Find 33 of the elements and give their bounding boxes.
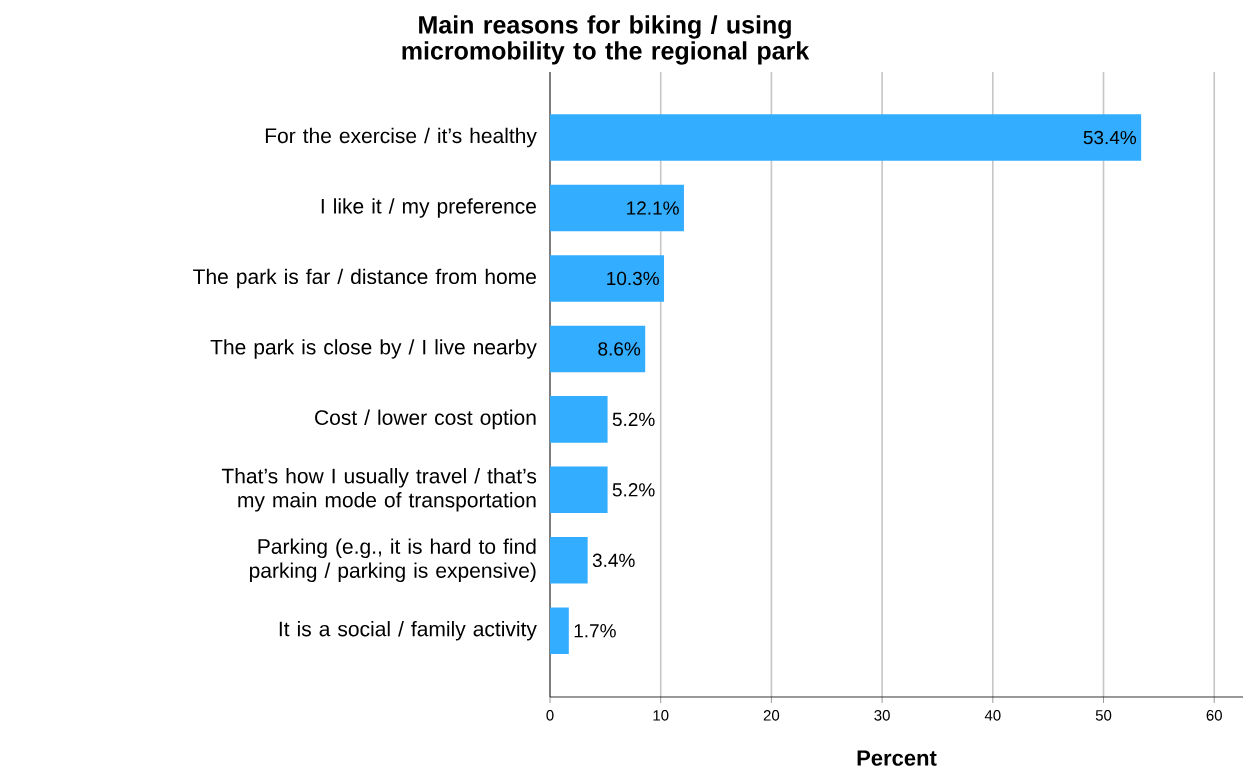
x-tick-label: 60 (1206, 710, 1222, 721)
data-label: 5.2% (612, 412, 655, 427)
bar (550, 396, 608, 443)
y-tick-label: The park is far / distance from home (193, 268, 536, 289)
data-label: 3.4% (592, 553, 635, 568)
chart-title: Main reasons for biking / using micromobility to the regional park (402, 15, 810, 65)
y-tick-label: Parking (e.g., it is hard to find parking / parking is expensive) (249, 538, 536, 583)
data-label: 10.3% (607, 271, 659, 286)
y-tick-label: The park is close by / I live nearby (210, 339, 537, 359)
y-tick-label: It is a social / family activity (279, 620, 537, 641)
x-tick-label: 0 (546, 710, 554, 721)
bar (550, 184, 684, 232)
y-tick-label: Cost / lower cost option (315, 409, 536, 430)
x-tick-label: 30 (874, 710, 890, 721)
bar (550, 607, 569, 655)
y-tick-label: For the exercise / it’s healthy (265, 127, 537, 148)
data-label: 5.2% (612, 483, 655, 497)
x-tick-label: 40 (984, 710, 1001, 721)
x-tick-label: 20 (763, 710, 780, 721)
data-label: 1.7% (574, 624, 616, 638)
x-tick-label: 10 (653, 710, 669, 721)
bar (550, 255, 665, 302)
data-label: 8.6% (598, 342, 641, 356)
bar (550, 325, 646, 373)
bar (550, 466, 608, 514)
x-axis-title: Percent (857, 750, 937, 766)
data-label: 12.1% (627, 201, 679, 215)
y-tick-label: That’s how I usually travel / that’s my main mode of transportation (221, 468, 537, 512)
data-label: 53.4% (1083, 130, 1137, 145)
x-tick-label: 50 (1095, 710, 1112, 721)
bar (550, 537, 588, 584)
y-tick-label: I like it / my preference (321, 198, 536, 218)
bar (550, 114, 1142, 161)
